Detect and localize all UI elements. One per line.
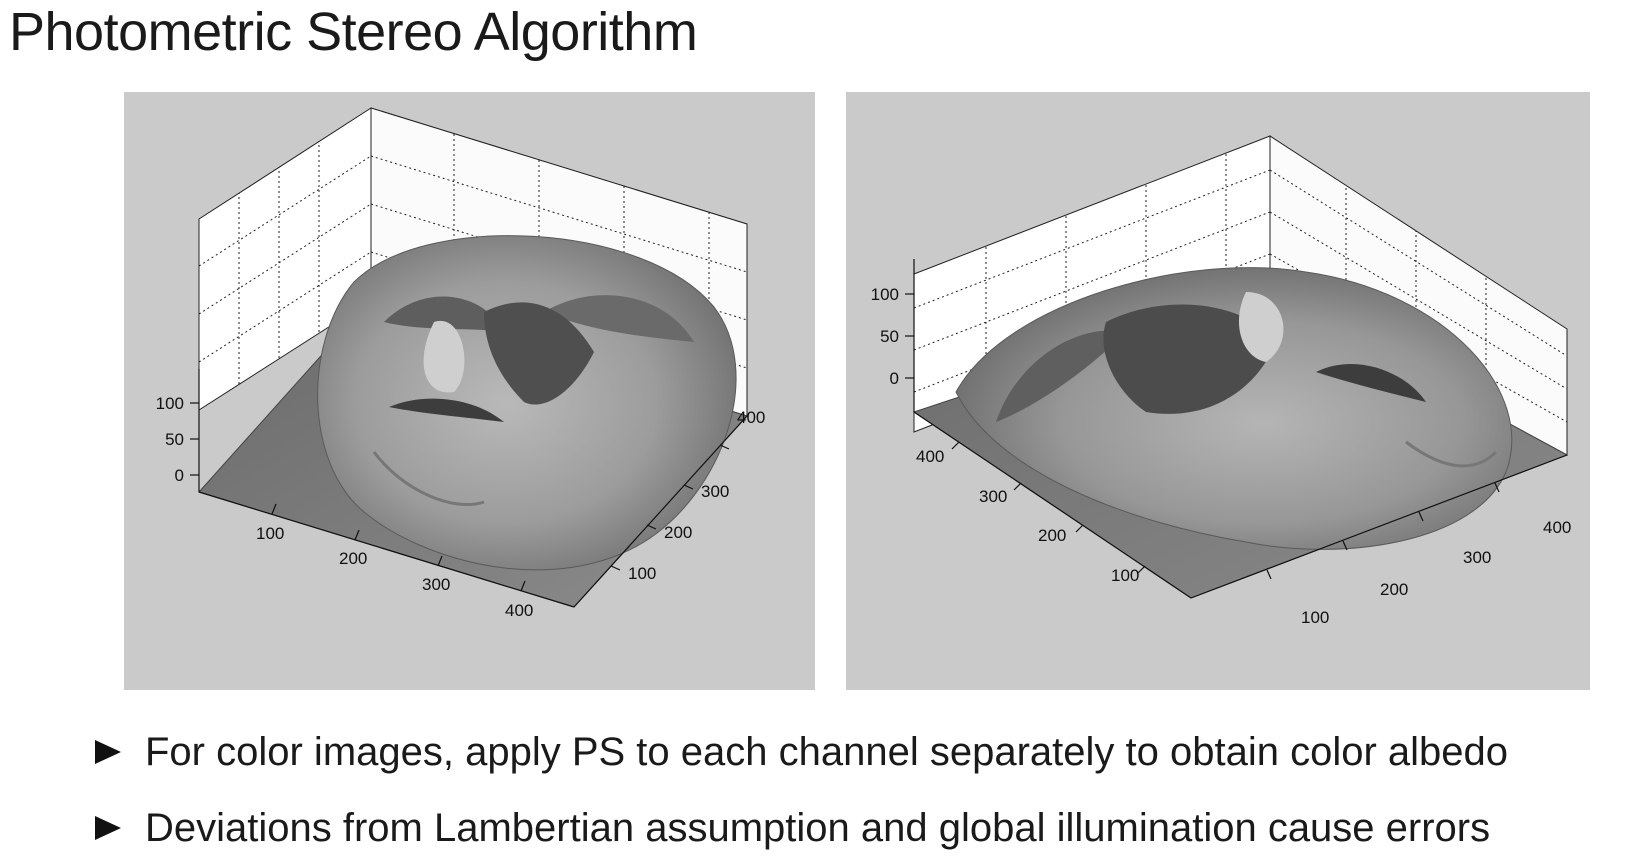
y-tick-label: 100 — [1301, 608, 1329, 627]
face-feature-chin — [1405, 440, 1498, 468]
bullet-item: For color images, apply PS to each chann… — [95, 714, 1508, 790]
slide-title: Photometric Stereo Algorithm — [9, 2, 698, 62]
x-tick-label: 400 — [505, 601, 533, 620]
y-tick-label: 400 — [1543, 518, 1571, 537]
triangle-bullet-icon — [95, 816, 121, 840]
triangle-bullet-icon — [95, 740, 121, 764]
x-tick-label: 100 — [1111, 566, 1139, 585]
face-feature-mouth — [389, 398, 504, 422]
surface-plot-left: 100 50 0 100 200 300 400 100 200 300 400 — [124, 92, 815, 690]
z-tick-label: 0 — [890, 369, 899, 388]
face-feature-mouth — [1316, 363, 1426, 402]
surface-plot-left-canvas: 100 50 0 100 200 300 400 100 200 300 400 — [156, 107, 765, 620]
face-feature-nose — [1238, 292, 1284, 362]
axes — [190, 369, 748, 608]
face-feature-shadow — [1103, 304, 1276, 414]
bullet-text: Deviations from Lambertian assumption an… — [145, 805, 1491, 850]
x-tick-label: 200 — [339, 549, 367, 568]
x-tick-label: 100 — [256, 524, 284, 543]
y-tick-label: 300 — [1463, 548, 1491, 567]
z-tick-label: 100 — [156, 394, 184, 413]
z-tick-label: 100 — [871, 285, 899, 304]
y-tick-label: 100 — [628, 564, 656, 583]
face-feature-eye-left — [384, 296, 504, 332]
bullet-list: For color images, apply PS to each chann… — [95, 714, 1508, 866]
surface-plot-right-canvas: 100 50 0 100 200 300 400 100 200 300 400 — [871, 135, 1571, 627]
z-tick-label: 0 — [175, 466, 184, 485]
face-feature-chin — [372, 451, 485, 507]
x-tick-label: 300 — [422, 575, 450, 594]
z-tick-label: 50 — [165, 430, 184, 449]
z-tick-label: 50 — [880, 327, 899, 346]
x-tick-label: 400 — [916, 447, 944, 466]
y-tick-label: 200 — [1380, 580, 1408, 599]
y-tick-label: 200 — [664, 523, 692, 542]
y-tick-label: 400 — [737, 408, 765, 427]
x-tick-label: 200 — [1038, 526, 1066, 545]
axes — [905, 259, 1568, 599]
x-tick-label: 300 — [979, 487, 1007, 506]
face-feature-eye-right — [544, 295, 694, 342]
surface-plot-right: 100 50 0 100 200 300 400 100 200 300 400 — [846, 92, 1590, 690]
face-feature-shadow — [484, 302, 594, 405]
bullet-text: For color images, apply PS to each chann… — [145, 729, 1509, 774]
y-tick-label: 300 — [701, 482, 729, 501]
face-feature-nose — [423, 320, 465, 393]
face-feature-eye-left — [996, 330, 1126, 422]
bullet-item: Deviations from Lambertian assumption an… — [95, 790, 1508, 866]
